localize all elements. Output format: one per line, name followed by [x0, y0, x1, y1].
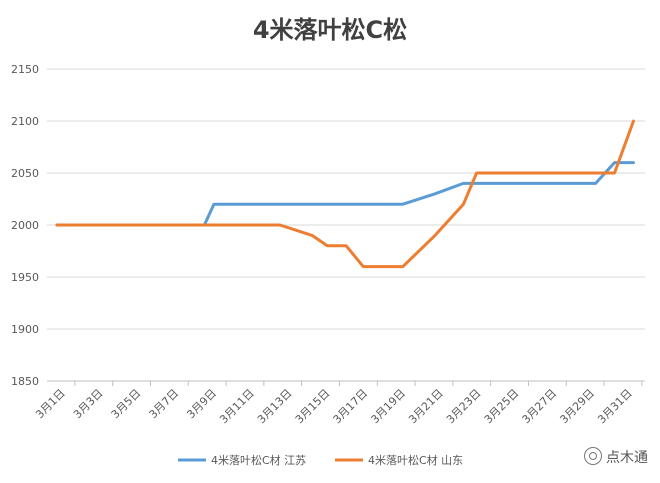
y-tick-label: 1950 [11, 271, 39, 284]
x-tick-label: 3月11日 [217, 387, 257, 427]
y-axis-ticks: 1850 1900 1950 2000 2050 2100 2150 [11, 63, 39, 388]
chart-title: 4米落叶松C松 [252, 16, 408, 44]
x-tick-label: 3月5日 [109, 387, 144, 422]
x-tick-label: 3月1日 [33, 387, 68, 422]
x-tick-label: 3月17日 [331, 387, 371, 427]
legend-label-2: 4米落叶松C材 山东 [368, 453, 463, 467]
wechat-channel-icon [584, 447, 602, 465]
x-tick-label: 3月7日 [147, 387, 182, 422]
x-tick-label: 3月29日 [557, 387, 597, 427]
watermark-text: 点木通 [606, 450, 648, 466]
x-tick-label: 3月27日 [520, 387, 560, 427]
y-tick-label: 1850 [11, 375, 39, 388]
legend: 4米落叶松C材 江苏 4米落叶松C材 山东 [178, 453, 463, 467]
x-tick-label: 3月3日 [71, 387, 106, 422]
x-tick-label: 3月13日 [255, 387, 295, 427]
x-axis: 3月1日 3月3日 3月5日 3月7日 3月9日3月11日3月13日3月15日3月17日… [33, 380, 645, 427]
y-tick-label: 2000 [11, 219, 39, 232]
x-tick-label: 3月31日 [595, 387, 635, 427]
y-tick-label: 2100 [11, 115, 39, 128]
series-line-1 [55, 161, 635, 227]
y-tick-label: 1900 [11, 323, 39, 336]
y-tick-label: 2050 [11, 167, 39, 180]
series-lines [55, 119, 635, 269]
x-tick-label: 3月9日 [184, 387, 219, 422]
legend-label-1: 4米落叶松C材 江苏 [211, 453, 306, 467]
x-tick-label: 3月23日 [444, 387, 484, 427]
watermark: 点木通 [584, 447, 648, 467]
y-tick-label: 2150 [11, 63, 39, 76]
series-line-2 [55, 119, 635, 269]
x-tick-label: 3月15日 [293, 387, 333, 427]
x-tick-label: 3月25日 [482, 387, 522, 427]
x-tick-label: 3月21日 [406, 387, 446, 427]
x-tick-label: 3月19日 [368, 387, 408, 427]
